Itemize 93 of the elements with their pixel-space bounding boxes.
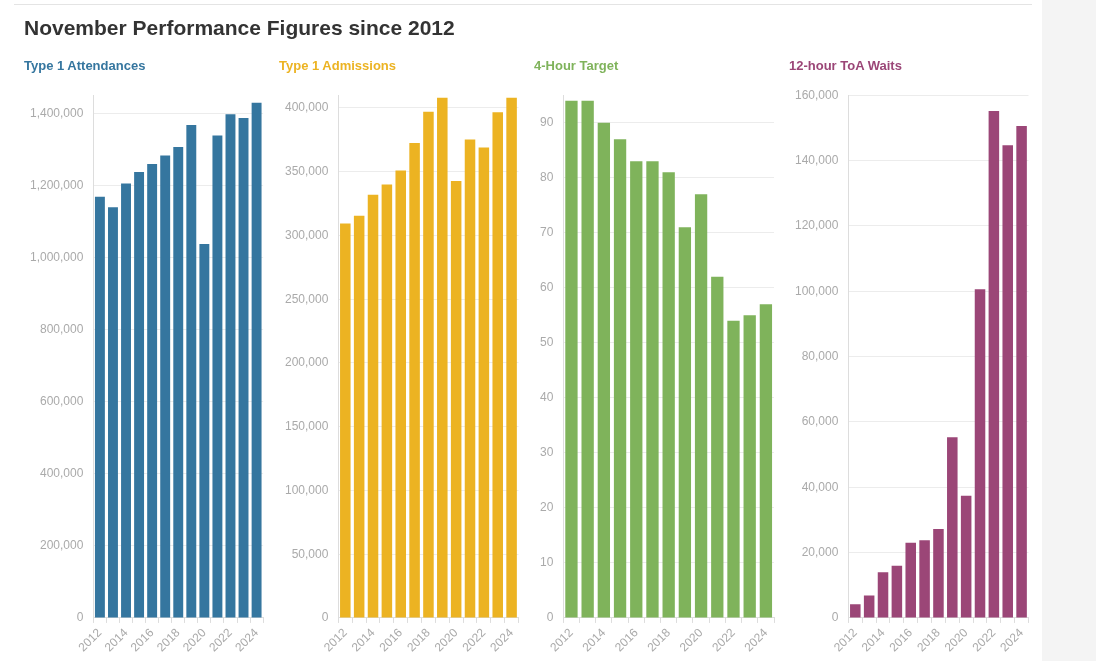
y-tick-label: 40,000 — [801, 479, 839, 494]
y-tick-label: 160,000 — [794, 87, 839, 102]
bar — [863, 595, 875, 618]
bar — [450, 180, 462, 618]
bar — [630, 161, 643, 618]
y-tick-label: 120,000 — [794, 218, 839, 233]
y-tick-label: 70 — [539, 225, 554, 240]
y-tick-label: 250,000 — [284, 291, 329, 306]
bar — [147, 164, 158, 618]
bar — [850, 604, 861, 618]
bar — [225, 114, 236, 618]
y-tick-label: 100,000 — [284, 482, 329, 497]
bar — [478, 147, 490, 618]
chart-subtitle: Type 1 Attendances — [24, 58, 146, 73]
bar — [464, 139, 476, 618]
chart-subtitle: Type 1 Admissions — [279, 58, 397, 73]
y-tick-label: 1,000,000 — [29, 249, 84, 264]
y-tick-label: 200,000 — [284, 355, 329, 370]
bar — [613, 139, 627, 618]
bar — [94, 196, 105, 618]
bar — [988, 110, 1000, 618]
y-tick-label: 40 — [539, 390, 554, 405]
y-tick-label: 10 — [539, 555, 554, 570]
bar — [933, 529, 944, 618]
y-tick-label: 600,000 — [39, 393, 84, 408]
y-tick-label: 30 — [539, 445, 554, 460]
bar — [199, 244, 210, 618]
y-tick-label: 20 — [539, 500, 554, 515]
y-tick-label: 400,000 — [39, 466, 84, 481]
chart-subtitle: 4-Hour Target — [534, 58, 619, 73]
bar — [492, 112, 503, 618]
y-tick-label: 140,000 — [794, 152, 839, 167]
bar — [891, 565, 903, 618]
bar — [251, 102, 262, 618]
chart-title: November Performance Figures since 2012 — [24, 16, 455, 40]
y-tick-label: 80 — [539, 170, 554, 185]
y-tick-label: 0 — [76, 610, 84, 625]
bar — [423, 111, 434, 618]
bar — [1016, 125, 1027, 618]
y-tick-label: 400,000 — [284, 100, 329, 115]
y-tick-label: 350,000 — [284, 164, 329, 179]
bar — [186, 125, 197, 618]
bar — [160, 155, 171, 618]
bar — [565, 100, 578, 618]
bar — [238, 117, 249, 618]
bar — [134, 171, 145, 618]
bar — [367, 194, 379, 618]
bar — [437, 97, 448, 618]
bar — [212, 135, 223, 618]
bar — [662, 172, 675, 618]
bar — [108, 207, 118, 618]
y-tick-label: 0 — [321, 610, 329, 625]
y-tick-label: 1,200,000 — [29, 177, 84, 192]
y-tick-label: 20,000 — [801, 544, 839, 559]
bar — [646, 161, 659, 618]
bar — [597, 122, 611, 618]
bar — [678, 227, 692, 618]
bar — [409, 142, 420, 618]
y-tick-label: 1,400,000 — [29, 105, 84, 120]
y-tick-label: 200,000 — [39, 538, 84, 553]
y-tick-label: 60 — [539, 280, 554, 295]
bar — [1002, 145, 1013, 618]
y-tick-label: 300,000 — [284, 227, 329, 242]
bar — [743, 315, 756, 618]
bar — [353, 215, 365, 618]
bar — [727, 320, 740, 618]
bar — [711, 276, 724, 618]
bar — [381, 184, 393, 618]
bar — [340, 223, 351, 618]
bar — [974, 289, 986, 618]
y-tick-label: 100,000 — [794, 283, 839, 298]
bar — [395, 170, 406, 618]
bar — [919, 540, 930, 618]
y-tick-label: 60,000 — [801, 414, 839, 429]
y-tick-label: 90 — [539, 115, 554, 130]
y-tick-label: 0 — [546, 610, 554, 625]
bar — [694, 194, 708, 618]
chart-subtitle: 12-hour ToA Waits — [789, 58, 902, 73]
y-tick-label: 150,000 — [284, 419, 329, 434]
bar — [877, 572, 889, 618]
y-tick-label: 0 — [831, 610, 839, 625]
bar — [121, 183, 131, 618]
bar — [581, 100, 594, 618]
bar — [173, 147, 184, 618]
bar — [506, 97, 517, 618]
bar — [960, 495, 972, 618]
bar — [905, 542, 916, 618]
y-tick-label: 80,000 — [801, 348, 839, 363]
y-tick-label: 50,000 — [291, 546, 329, 561]
y-tick-label: 800,000 — [39, 321, 84, 336]
y-tick-label: 50 — [539, 335, 554, 350]
bar — [759, 304, 773, 618]
bar — [947, 437, 958, 618]
